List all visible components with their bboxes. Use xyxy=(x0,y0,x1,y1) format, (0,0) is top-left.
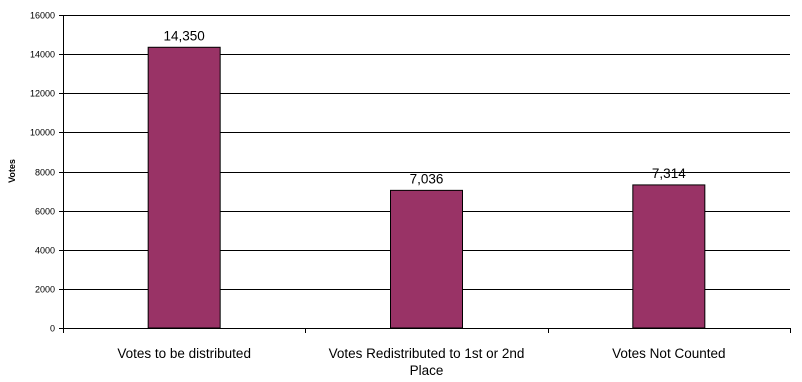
axes xyxy=(59,15,791,333)
y-tick-label: 8000 xyxy=(35,168,55,178)
bar xyxy=(390,189,463,329)
bars xyxy=(147,46,706,329)
y-tick-label: 4000 xyxy=(35,246,55,256)
y-tick-label: 0 xyxy=(50,324,55,334)
y-tick-label: 14000 xyxy=(30,50,55,60)
x-category-labels: Votes to be distributed Votes Redistribut… xyxy=(117,346,725,378)
y-tick-label: 10000 xyxy=(30,128,55,138)
y-axis-label: Votes xyxy=(7,159,17,183)
data-label: 14,350 xyxy=(164,28,205,43)
data-label: 7,036 xyxy=(410,171,444,186)
x-category-label: Votes to be distributed xyxy=(117,346,251,361)
bar xyxy=(147,46,221,329)
y-tick-label: 16000 xyxy=(30,11,55,21)
x-category-label: Votes Redistributed to 1st or 2nd xyxy=(329,346,525,361)
bar xyxy=(632,184,706,329)
x-category-label: Votes Not Counted xyxy=(612,346,725,361)
x-category-label: Place xyxy=(410,363,444,378)
data-labels: 14,350 7,036 7,314 xyxy=(164,28,687,186)
y-tick-label: 2000 xyxy=(35,285,55,295)
y-tick-label: 6000 xyxy=(35,207,55,217)
y-tick-label: 12000 xyxy=(30,89,55,99)
y-tick-labels: 0 2000 4000 6000 8000 10000 12000 14000 16000 xyxy=(30,11,55,334)
data-label: 7,314 xyxy=(652,166,686,181)
